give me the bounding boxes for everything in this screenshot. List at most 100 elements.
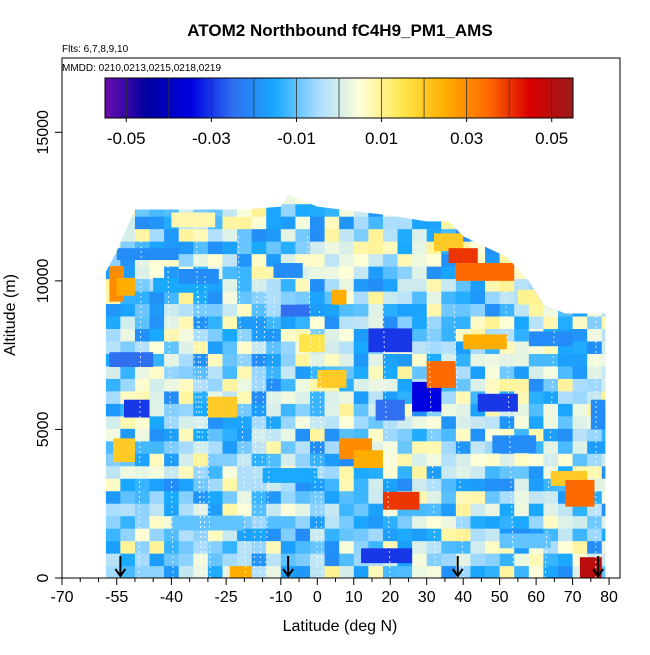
heatmap-cell [441, 491, 456, 504]
heatmap-cell [558, 241, 573, 254]
heatmap-cell [120, 229, 135, 242]
heatmap-cell [252, 204, 267, 217]
heatmap-cell [602, 528, 617, 541]
heatmap-cell [120, 216, 135, 229]
heatmap-patch [354, 450, 383, 468]
heatmap-cell [222, 278, 237, 291]
heatmap-cell [106, 553, 121, 566]
heatmap-cell [514, 316, 529, 329]
heatmap-cell [441, 478, 456, 491]
heatmap-cell [470, 316, 485, 329]
heatmap-cell [470, 204, 485, 217]
heatmap-cell [179, 403, 194, 416]
heatmap-cell [135, 453, 150, 466]
heatmap-cell [208, 428, 223, 441]
heatmap-cell [179, 191, 194, 204]
heatmap-cell [602, 303, 617, 316]
heatmap-cell [135, 291, 150, 304]
heatmap-cell [106, 391, 121, 404]
heatmap-cell [252, 366, 267, 379]
x-tick-label: 20 [381, 589, 399, 606]
heatmap-cell [398, 353, 413, 366]
heatmap-cell [412, 516, 427, 529]
heatmap-cell [252, 516, 267, 529]
heatmap-cell [266, 328, 281, 341]
heatmap-cell [543, 303, 558, 316]
heatmap-cell [106, 416, 121, 429]
colorbar-tick-label: 0.03 [450, 129, 483, 148]
heatmap-cell [208, 378, 223, 391]
heatmap-cell [412, 278, 427, 291]
heatmap-cell [266, 291, 281, 304]
heatmap-cell [193, 191, 208, 204]
heatmap-cell [500, 204, 515, 217]
heatmap-cell [310, 403, 325, 416]
heatmap-cell [558, 191, 573, 204]
heatmap-cell [179, 428, 194, 441]
x-tick-label: -25 [215, 589, 238, 606]
colorbar-tick-label: 0.05 [535, 129, 568, 148]
heatmap-cell [368, 241, 383, 254]
heatmap-cell [252, 229, 267, 242]
colorbar-tick-label: -0.03 [192, 129, 231, 148]
heatmap-cell [412, 428, 427, 441]
heatmap-cell [427, 266, 442, 279]
heatmap-cell [529, 316, 544, 329]
heatmap-cell [543, 291, 558, 304]
heatmap-cell [135, 278, 150, 291]
heatmap-cell [354, 516, 369, 529]
heatmap-cell [193, 453, 208, 466]
heatmap-cell [193, 328, 208, 341]
heatmap-cell [587, 229, 602, 242]
heatmap-patch [109, 352, 153, 367]
heatmap-cell [164, 303, 179, 316]
heatmap-cell [398, 316, 413, 329]
heatmap-cell [339, 191, 354, 204]
heatmap-cell [529, 353, 544, 366]
heatmap-cell [383, 291, 398, 304]
heatmap-cell [514, 216, 529, 229]
heatmap-cell [325, 491, 340, 504]
heatmap-cell [573, 391, 588, 404]
heatmap-cell [500, 566, 515, 579]
heatmap-cell [383, 466, 398, 479]
heatmap-cell [339, 303, 354, 316]
heatmap-cell [135, 541, 150, 554]
heatmap-cell [237, 491, 252, 504]
heatmap-cell [120, 516, 135, 529]
heatmap-cell [485, 303, 500, 316]
heatmap-cell [587, 191, 602, 204]
heatmap-cell [398, 378, 413, 391]
heatmap-cell [558, 291, 573, 304]
heatmap-cell [120, 378, 135, 391]
heatmap-cell [543, 378, 558, 391]
heatmap-patch [456, 263, 514, 281]
heatmap-cell [208, 353, 223, 366]
heatmap-cell [441, 466, 456, 479]
heatmap-cell [252, 528, 267, 541]
heatmap-patch [317, 370, 346, 388]
heatmap-cell [543, 441, 558, 454]
colorbar-tick-label: 0.01 [365, 129, 398, 148]
heatmap-cell [441, 266, 456, 279]
heatmap-cell [106, 503, 121, 516]
heatmap-cell [339, 341, 354, 354]
heatmap-cell [281, 378, 296, 391]
heatmap-cell [252, 416, 267, 429]
heatmap-cell [120, 478, 135, 491]
heatmap-cell [106, 328, 121, 341]
heatmap-cell [310, 553, 325, 566]
heatmap-cell [514, 416, 529, 429]
heatmap-cell [339, 466, 354, 479]
heatmap-cell [354, 416, 369, 429]
heatmap-cell [500, 216, 515, 229]
heatmap-cell [164, 366, 179, 379]
heatmap-cell [295, 378, 310, 391]
heatmap-cell [281, 416, 296, 429]
heatmap-cell [412, 566, 427, 579]
heatmap-cell [354, 403, 369, 416]
heatmap-cell [252, 303, 267, 316]
heatmap-cell [383, 266, 398, 279]
heatmap-cell [325, 341, 340, 354]
heatmap-cell [573, 378, 588, 391]
